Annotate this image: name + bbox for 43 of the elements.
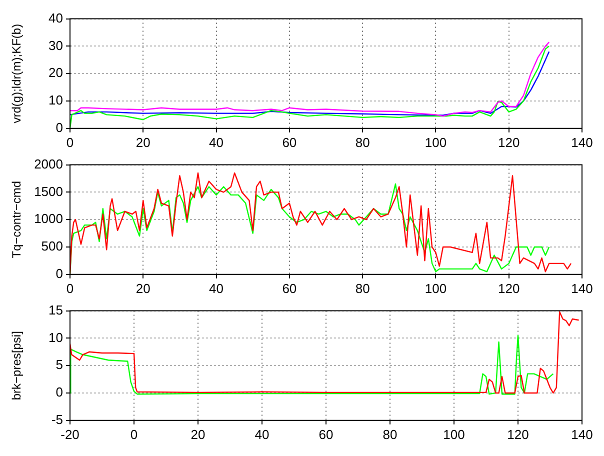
x-tick-label: 0 — [130, 426, 138, 442]
x-tick-label: 20 — [136, 134, 150, 150]
x-tick-label: 120 — [498, 134, 520, 150]
y-tick-label: 40 — [48, 10, 63, 26]
x-tick-label: 0 — [66, 280, 74, 296]
x-tick-label: 40 — [209, 134, 224, 150]
x-tick-label: 140 — [571, 280, 593, 296]
x-tick-label: 40 — [209, 280, 224, 296]
y-tick-label: 10 — [48, 330, 63, 345]
x-tick-label: 100 — [424, 280, 447, 296]
y-axis-title: Tq−contr−cmd — [10, 180, 24, 258]
x-tick-label: 60 — [282, 280, 297, 296]
x-tick-label: 20 — [136, 280, 150, 296]
y-tick-label: 5 — [56, 357, 63, 372]
y-tick-label: 20 — [48, 65, 63, 80]
x-tick-label: 60 — [318, 426, 334, 442]
y-tick-label: 10 — [48, 92, 63, 108]
y-axis-title: brk−pres[psi] — [10, 331, 24, 400]
x-tick-label: 80 — [355, 280, 370, 296]
x-tick-label: 100 — [424, 134, 447, 150]
y-tick-label: 0 — [56, 120, 63, 135]
y-tick-label: 1000 — [34, 211, 63, 226]
x-tick-label: 60 — [282, 134, 297, 150]
y-tick-label: 0 — [56, 266, 63, 281]
y-tick-label: 0 — [56, 384, 63, 400]
x-tick-label: 120 — [507, 426, 529, 442]
y-tick-label: 15 — [48, 302, 63, 318]
x-tick-label: 80 — [355, 134, 370, 150]
x-tick-label: 20 — [190, 426, 206, 442]
x-tick-label: 0 — [66, 134, 74, 150]
y-tick-label: 1500 — [34, 184, 63, 199]
x-tick-label: 100 — [443, 426, 465, 442]
x-tick-label: 140 — [571, 426, 593, 442]
x-tick-label: 40 — [254, 426, 270, 442]
y-tick-label: 2000 — [34, 156, 63, 172]
y-axis-title: vrd(g);ldr(m);KF(b) — [10, 24, 24, 124]
x-tick-label: -20 — [60, 426, 80, 442]
y-tick-label: 30 — [48, 38, 63, 53]
y-tick-label: -5 — [51, 412, 63, 427]
x-tick-label: 80 — [382, 426, 398, 442]
x-tick-label: 140 — [571, 134, 593, 150]
y-tick-label: 500 — [41, 238, 63, 254]
x-tick-label: 120 — [498, 280, 520, 296]
